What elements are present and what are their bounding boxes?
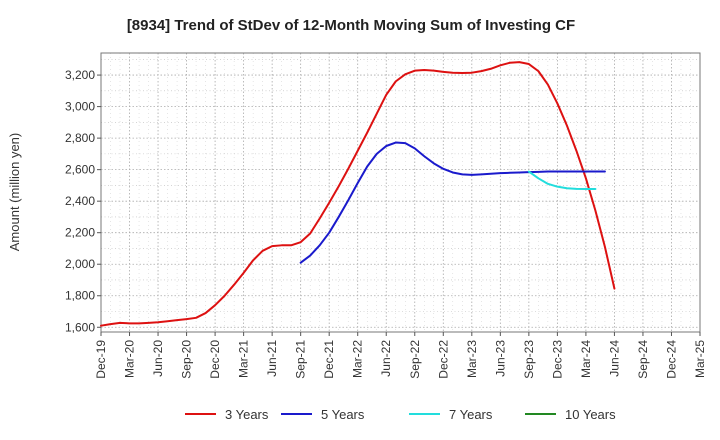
y-tick-label: 2,600 [65,163,95,177]
x-tick-label: Mar-22 [351,340,365,378]
x-tick-label: Mar-25 [693,340,707,378]
legend: 3 Years 5 Years 7 Years 10 Years [185,407,616,422]
x-tick-label: Jun-22 [379,340,393,377]
x-tick-label: Sep-24 [636,340,650,379]
plot-area [100,52,701,333]
y-tick-label: 3,000 [65,100,95,114]
y-tick-label: 1,600 [65,320,95,334]
y-axis-label: Amount (million yen) [7,133,22,252]
x-tick-label: Jun-21 [265,340,279,377]
legend-label: 7 Years [449,407,493,422]
x-tick-label: Dec-22 [436,340,450,379]
legend-label: 3 Years [225,407,269,422]
legend-label: 5 Years [321,407,365,422]
series-line-3-years [100,61,616,327]
y-tick-label: 1,800 [65,289,95,303]
x-tick-label: Dec-23 [550,340,564,379]
x-tick-label: Mar-21 [237,340,251,378]
y-axis: 1,600 1,800 2,000 2,200 2,400 2,600 2,800 3,000… [65,68,101,334]
legend-label: 10 Years [565,407,616,422]
x-tick-label: Jun-24 [607,340,621,377]
y-tick-label: 2,800 [65,131,95,145]
y-tick-label: 2,200 [65,226,95,240]
series-line-5-years [299,141,606,264]
x-tick-label: Mar-20 [123,340,137,378]
x-tick-label: Jun-23 [493,340,507,377]
series-line-7-years [527,170,597,191]
x-tick-label: Dec-19 [94,340,108,379]
x-tick-label: Sep-21 [294,340,308,379]
x-tick-label: Sep-22 [408,340,422,379]
y-tick-label: 2,400 [65,194,95,208]
chart-title: [8934] Trend of StDev of 12-Month Moving… [127,17,575,34]
grid [101,53,700,332]
y-tick-label: 3,200 [65,68,95,82]
x-tick-label: Mar-24 [579,340,593,378]
series-lines [100,61,616,327]
x-tick-label: Jun-20 [151,340,165,377]
x-tick-label: Dec-20 [208,340,222,379]
x-axis: Dec-19 Mar-20 Jun-20 Sep-20 Dec-20 Mar-21 Jun-… [94,332,707,379]
x-tick-label: Mar-23 [465,340,479,378]
x-tick-label: Dec-24 [664,340,678,379]
y-tick-label: 2,000 [65,257,95,271]
x-tick-label: Sep-23 [522,340,536,379]
x-tick-label: Dec-21 [322,340,336,379]
x-tick-label: Sep-20 [180,340,194,379]
